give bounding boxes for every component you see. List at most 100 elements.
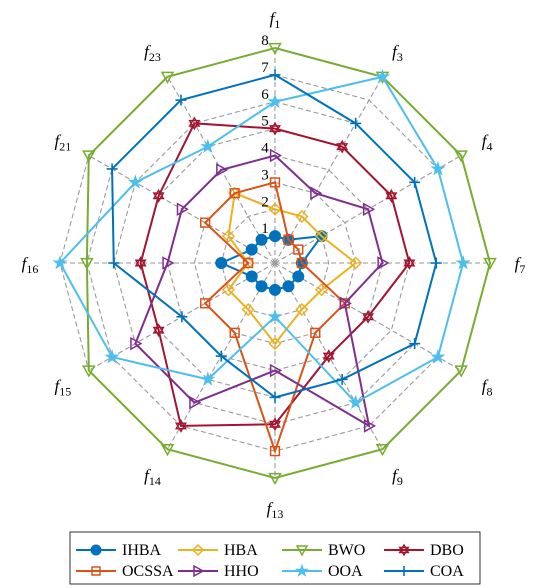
point-hho-1 <box>310 186 323 200</box>
point-ocssa-10 <box>200 217 211 228</box>
point-coa-11 <box>175 94 187 106</box>
point-coa-7 <box>215 350 227 362</box>
legend-item-bwo: BWO <box>282 542 365 559</box>
legend-marker-dbo <box>398 543 410 557</box>
point-hba-3 <box>349 256 363 270</box>
axis-label-f14: f14 <box>144 466 161 488</box>
point-bwo-7 <box>160 444 175 457</box>
point-ocssa-3 <box>296 257 308 269</box>
series-coa <box>106 69 442 403</box>
point-ihba-9 <box>215 257 228 269</box>
tick-label-7: 7 <box>261 60 269 76</box>
point-coa-4 <box>409 338 421 350</box>
point-ocssa-7 <box>229 327 240 338</box>
point-hba-6 <box>268 337 282 351</box>
point-bwo-5 <box>375 444 390 457</box>
point-bwo-9 <box>80 257 94 271</box>
point-bwo-0 <box>268 42 282 56</box>
point-ocssa-5 <box>310 327 321 338</box>
point-ocssa-8 <box>200 298 211 309</box>
point-ihba-7 <box>255 280 268 293</box>
point-ooa-2 <box>430 161 446 176</box>
point-bwo-4 <box>454 365 468 378</box>
legend-marker-ihba <box>90 544 102 556</box>
point-dbo-8 <box>152 323 165 338</box>
point-ihba-4 <box>292 270 305 283</box>
legend-label-hho: HHO <box>224 563 259 580</box>
series-line-ocssa <box>203 181 347 455</box>
point-hho-0 <box>269 148 283 163</box>
tick-label-8: 8 <box>261 33 269 49</box>
point-bwo-10 <box>82 150 96 163</box>
point-dbo-1 <box>336 139 349 154</box>
point-dbo-3 <box>403 256 416 270</box>
point-hba-7 <box>241 302 255 317</box>
tick-label-5: 5 <box>261 114 269 130</box>
axis-label-f9: f9 <box>392 466 403 488</box>
point-hho-6 <box>269 363 283 378</box>
point-ooa-9 <box>52 255 68 270</box>
point-hba-0 <box>268 202 282 216</box>
point-ocssa-9 <box>242 257 254 269</box>
legend-item-dbo: DBO <box>384 542 464 559</box>
axis-label-f13: f13 <box>267 499 284 521</box>
axis-label-f16: f16 <box>22 254 39 276</box>
point-ocssa-2 <box>293 244 304 255</box>
point-coa-6 <box>269 391 281 403</box>
point-coa-0 <box>269 69 281 81</box>
tick-label-2: 2 <box>261 194 269 210</box>
point-hba-1 <box>295 209 309 224</box>
axis-label-f21: f21 <box>54 132 71 154</box>
legend-marker-ocssa <box>91 566 101 576</box>
legend-item-ihba: IHBA <box>76 542 162 559</box>
legend-item-ooa: OOA <box>282 563 363 580</box>
legend-item-hba: HBA <box>178 542 258 559</box>
point-dbo-6 <box>269 417 281 432</box>
legend-marker-ooa <box>295 563 309 577</box>
legend-box <box>69 531 481 585</box>
legend-marker-coa <box>399 566 409 576</box>
axis-label-f4: f4 <box>482 132 493 154</box>
point-dbo-10 <box>152 188 165 203</box>
point-ooa-7 <box>200 371 216 386</box>
axis-label-f8: f8 <box>482 377 493 399</box>
point-ocssa-0 <box>269 177 281 188</box>
point-hho-5 <box>363 419 377 433</box>
tick-label-4: 4 <box>261 141 269 157</box>
legend-label-ooa: OOA <box>328 563 363 580</box>
point-ihba-10 <box>245 243 258 256</box>
point-dbo-2 <box>385 188 398 203</box>
point-ocssa-1 <box>283 234 294 245</box>
point-coa-3 <box>430 257 442 269</box>
legend-label-ihba: IHBA <box>122 542 162 559</box>
point-ihba-0 <box>269 230 281 243</box>
legend-item-hho: HHO <box>178 563 259 580</box>
point-hho-8 <box>130 336 143 351</box>
point-coa-9 <box>108 257 120 269</box>
legend: IHBA HBA BWO DBO OCSSA HHO OOA COA <box>69 531 481 585</box>
series-dbo <box>134 116 416 433</box>
point-hho-3 <box>377 256 390 270</box>
point-ocssa-6 <box>269 445 281 457</box>
legend-marker-bwo <box>295 545 309 557</box>
point-hba-5 <box>295 302 309 317</box>
point-ooa-3 <box>455 255 471 270</box>
point-ooa-1 <box>374 68 391 84</box>
series-line-hba <box>227 191 358 346</box>
point-ooa-5 <box>348 394 364 410</box>
point-bwo-6 <box>268 472 282 486</box>
point-coa-1 <box>350 117 362 129</box>
radar-grid <box>59 47 491 479</box>
point-dbo-0 <box>269 121 281 136</box>
point-bwo-3 <box>483 257 497 271</box>
point-hho-11 <box>216 163 229 177</box>
point-ooa-6 <box>267 308 283 324</box>
series-hho <box>130 148 390 433</box>
tick-label-6: 6 <box>261 87 269 103</box>
point-hba-4 <box>314 283 329 297</box>
point-coa-8 <box>176 311 188 323</box>
legend-label-hba: HBA <box>224 542 258 559</box>
legend-marker-hho <box>193 564 205 578</box>
point-ooa-0 <box>267 93 283 109</box>
